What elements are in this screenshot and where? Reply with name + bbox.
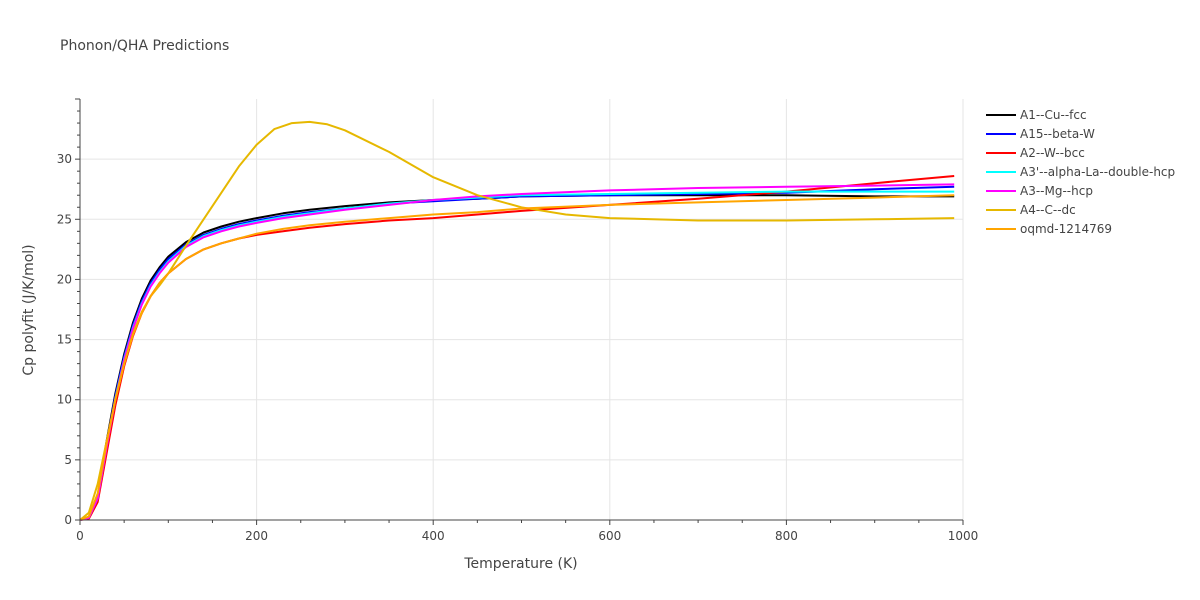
x-axis-label: Temperature (K) xyxy=(463,556,577,572)
legend-label-6: oqmd-1214769 xyxy=(1020,222,1112,236)
series-line-3 xyxy=(79,190,955,521)
x-tick-label: 0 xyxy=(76,529,84,543)
grid xyxy=(80,99,964,520)
series-line-6 xyxy=(79,194,955,521)
legend-label-1: A15--beta-W xyxy=(1020,127,1095,141)
y-tick-label: 25 xyxy=(57,212,72,226)
legend-label-0: A1--Cu--fcc xyxy=(1020,108,1087,122)
axes xyxy=(75,98,964,525)
y-tick-label: 0 xyxy=(64,513,72,527)
x-tick-label: 800 xyxy=(775,529,798,543)
legend: A1--Cu--fcc A15--beta-W A2--W--bcc A3'--alp… xyxy=(986,108,1175,236)
y-tick-label: 5 xyxy=(64,453,72,467)
tick-labels: 0 200 400 600 800 1000 0 5 10 15 20 25 30 xyxy=(57,152,979,543)
y-tick-label: 15 xyxy=(57,333,72,347)
series-line-0 xyxy=(79,194,955,521)
x-tick-label: 1000 xyxy=(948,529,979,543)
x-tick-label: 600 xyxy=(598,529,621,543)
series-line-4 xyxy=(79,183,955,521)
y-tick-label: 10 xyxy=(57,393,72,407)
series-line-2 xyxy=(79,175,955,521)
series-line-1 xyxy=(79,185,955,521)
x-tick-label: 200 xyxy=(245,529,268,543)
legend-label-2: A2--W--bcc xyxy=(1020,146,1085,160)
series-group xyxy=(79,120,955,521)
y-axis-label: Cp polyfit (J/K/mol) xyxy=(21,244,37,375)
y-tick-label: 20 xyxy=(57,272,72,286)
legend-label-3: A3'--alpha-La--double-hcp xyxy=(1020,165,1175,179)
legend-label-4: A3--Mg--hcp xyxy=(1020,184,1093,198)
legend-label-5: A4--C--dc xyxy=(1020,203,1076,217)
x-tick-label: 400 xyxy=(422,529,445,543)
y-tick-label: 30 xyxy=(57,152,72,166)
chart-title: Phonon/QHA Predictions xyxy=(60,38,229,54)
